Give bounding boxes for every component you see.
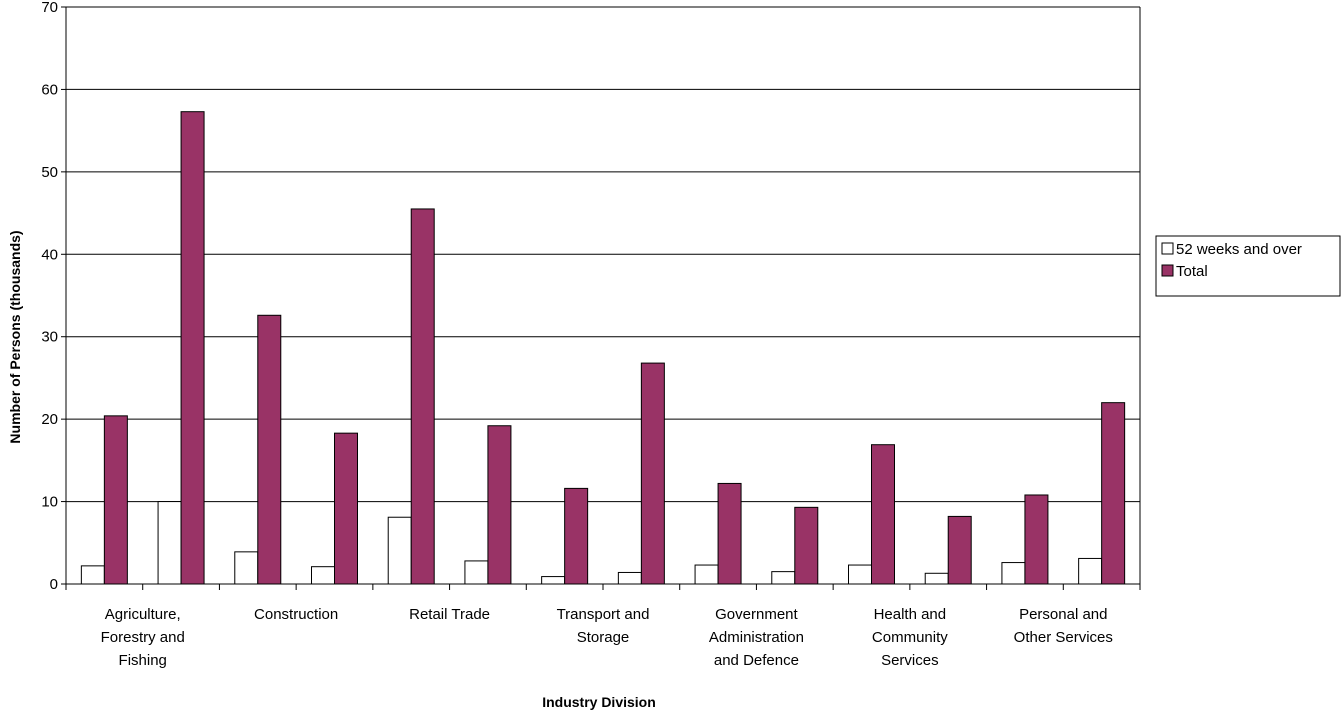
legend-swatch <box>1161 242 1174 255</box>
x-category-label: Construction <box>254 606 338 623</box>
bar-total <box>1101 402 1126 585</box>
bar-52-weeks-and-over <box>311 566 335 585</box>
bar-total <box>947 515 972 585</box>
y-tick-label: 0 <box>50 576 58 593</box>
bar-total <box>564 487 589 585</box>
bars <box>80 111 1126 585</box>
bar-total <box>1024 494 1049 585</box>
y-tick-label: 20 <box>41 411 58 428</box>
bar-52-weeks-and-over <box>924 572 949 585</box>
x-category-label: Government Administration and Defence <box>709 606 804 669</box>
bar-52-weeks-and-over <box>1001 562 1026 585</box>
bar-total <box>334 432 358 585</box>
x-category-label: Transport and Storage <box>557 606 650 646</box>
y-tick-label: 10 <box>41 494 58 511</box>
x-axis-title: Industry Division <box>542 694 656 710</box>
gridlines <box>66 6 1140 503</box>
x-category-label: Health and Community Services <box>872 606 948 669</box>
x-category-labels: Agriculture, Forestry and Fishing Construct… <box>101 606 1113 669</box>
bar-52-weeks-and-over <box>848 564 872 585</box>
bar-52-weeks-and-over <box>541 576 566 585</box>
bar-total <box>871 444 895 585</box>
bar-total <box>794 506 819 585</box>
bar-total <box>103 415 128 585</box>
bar-total <box>180 111 205 585</box>
x-category-label: Retail Trade <box>409 606 490 623</box>
bar-52-weeks-and-over <box>387 516 412 585</box>
legend-label: Total <box>1176 263 1208 280</box>
axes <box>61 6 1141 590</box>
bar-total <box>487 425 512 585</box>
x-category-label: Personal and Other Services <box>1014 606 1113 646</box>
y-tick-label: 70 <box>41 0 58 16</box>
y-tick-label: 40 <box>41 246 58 263</box>
bar-52-weeks-and-over <box>617 571 642 585</box>
bar-52-weeks-and-over <box>771 571 796 585</box>
legend-box <box>1155 235 1341 297</box>
x-category-label: Agriculture, Forestry and Fishing <box>101 606 185 669</box>
y-tick-labels: 0 10 20 30 40 50 60 70 <box>41 0 58 593</box>
bar-52-weeks-and-over <box>80 565 105 585</box>
legend-swatch <box>1161 264 1174 277</box>
bar-52-weeks-and-over <box>1078 557 1103 585</box>
bar-total <box>640 362 665 585</box>
bar-52-weeks-and-over <box>464 560 489 585</box>
y-tick-label: 30 <box>41 329 58 346</box>
bar-total <box>257 314 282 585</box>
bar-52-weeks-and-over <box>694 564 719 585</box>
y-tick-label: 60 <box>41 81 58 98</box>
legend-label: 52 weeks and over <box>1176 241 1302 258</box>
bar-52-weeks-and-over <box>157 501 182 585</box>
bar-total <box>410 208 435 585</box>
y-axis-title: Number of Persons (thousands) <box>7 230 23 443</box>
bar-total <box>717 482 742 585</box>
y-tick-label: 50 <box>41 164 58 181</box>
bar-52-weeks-and-over <box>234 551 259 585</box>
legend: 52 weeks and over Total <box>1155 235 1341 297</box>
